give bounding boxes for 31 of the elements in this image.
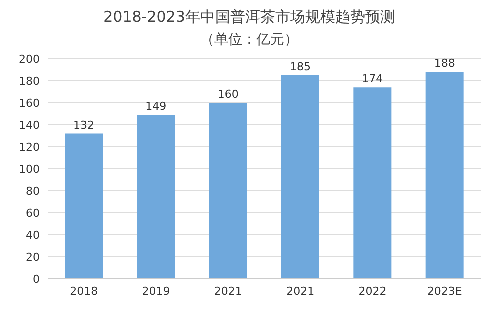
bar [354,88,392,279]
y-tick-label: 100 [19,162,40,176]
bar [426,72,464,279]
data-label: 174 [362,72,384,86]
y-tick-label: 40 [26,228,40,242]
x-tick-label: 2022 [358,284,387,298]
bar [282,76,320,279]
bar [137,115,176,279]
y-tick-label: 20 [26,250,40,264]
x-tick-label: 2018 [70,284,98,298]
data-label: 132 [74,118,94,132]
data-label: 160 [218,88,239,101]
y-tick-label: 0 [33,272,40,286]
data-label: 149 [146,100,167,114]
chart-subtitle: （单位：亿元） [200,31,300,49]
x-tick-label: 2023E [427,284,462,298]
y-tick-label: 80 [26,184,40,198]
chart-title: 2018-2023年中国普洱茶市场规模趋势预测 [102,8,396,27]
x-tick-label: 2021 [214,284,242,298]
bar [65,134,103,279]
y-tick-label: 120 [19,140,40,154]
y-tick-label: 160 [19,96,40,110]
data-label: 188 [434,57,456,70]
y-tick-label: 200 [19,52,40,66]
data-label: 185 [290,60,311,74]
x-tick-label: 2019 [142,284,170,298]
y-tick-label: 180 [19,74,40,88]
y-tick-label: 60 [26,206,40,220]
bar [209,103,248,279]
y-tick-label: 140 [19,118,40,132]
x-tick-label: 2021 [286,284,315,298]
